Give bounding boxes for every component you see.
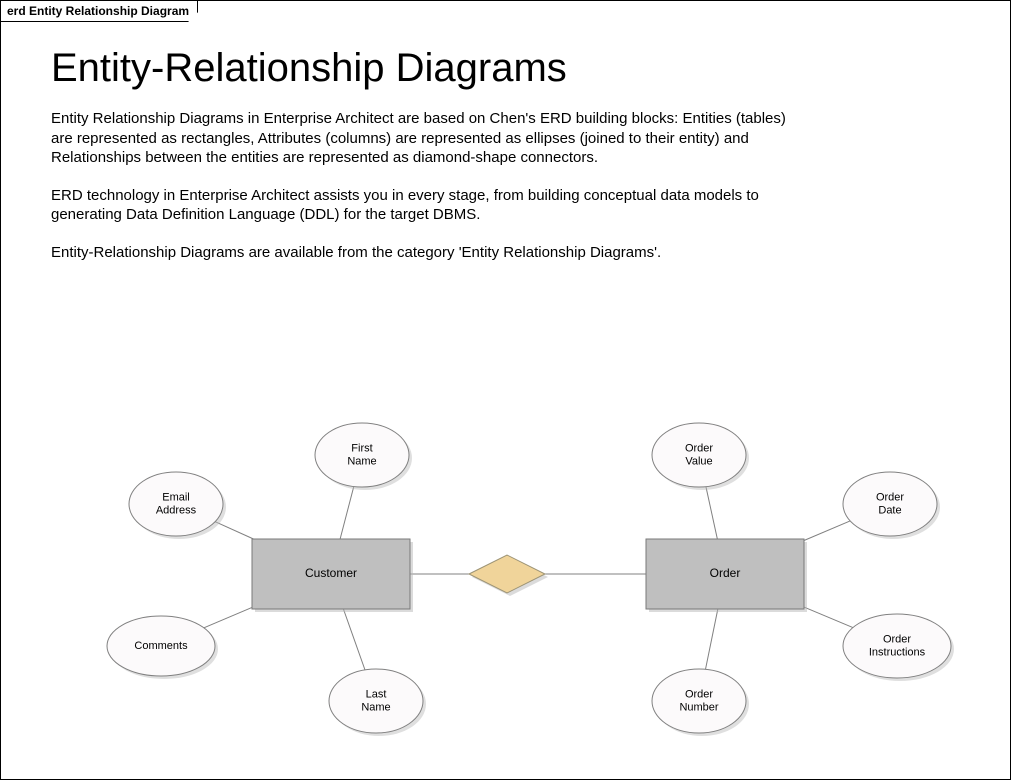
page-title: Entity-Relationship Diagrams xyxy=(51,46,960,91)
diagram-frame: erd Entity Relationship Diagram Entity-R… xyxy=(0,0,1011,780)
paragraph-1: Entity Relationship Diagrams in Enterpri… xyxy=(51,109,811,168)
svg-text:Order: Order xyxy=(710,566,741,580)
svg-text:Email: Email xyxy=(162,491,190,503)
svg-text:Order: Order xyxy=(876,491,904,503)
paragraph-2: ERD technology in Enterprise Architect a… xyxy=(51,186,811,225)
svg-text:Instructions: Instructions xyxy=(869,646,926,658)
svg-text:Order: Order xyxy=(685,688,713,700)
svg-text:Name: Name xyxy=(361,701,390,713)
svg-text:Date: Date xyxy=(878,504,901,516)
svg-text:Last: Last xyxy=(366,688,387,700)
svg-text:Value: Value xyxy=(685,455,712,467)
svg-text:Customer: Customer xyxy=(305,566,357,580)
svg-text:Name: Name xyxy=(347,455,376,467)
svg-text:Comments: Comments xyxy=(134,640,188,652)
text-content: Entity-Relationship Diagrams Entity Rela… xyxy=(51,46,960,280)
svg-text:Order: Order xyxy=(883,633,911,645)
svg-text:Order: Order xyxy=(685,442,713,454)
svg-text:Address: Address xyxy=(156,504,197,516)
frame-tab: erd Entity Relationship Diagram xyxy=(0,0,198,22)
paragraph-3: Entity-Relationship Diagrams are availab… xyxy=(51,243,811,263)
svg-text:Number: Number xyxy=(679,701,718,713)
svg-text:First: First xyxy=(351,442,372,454)
